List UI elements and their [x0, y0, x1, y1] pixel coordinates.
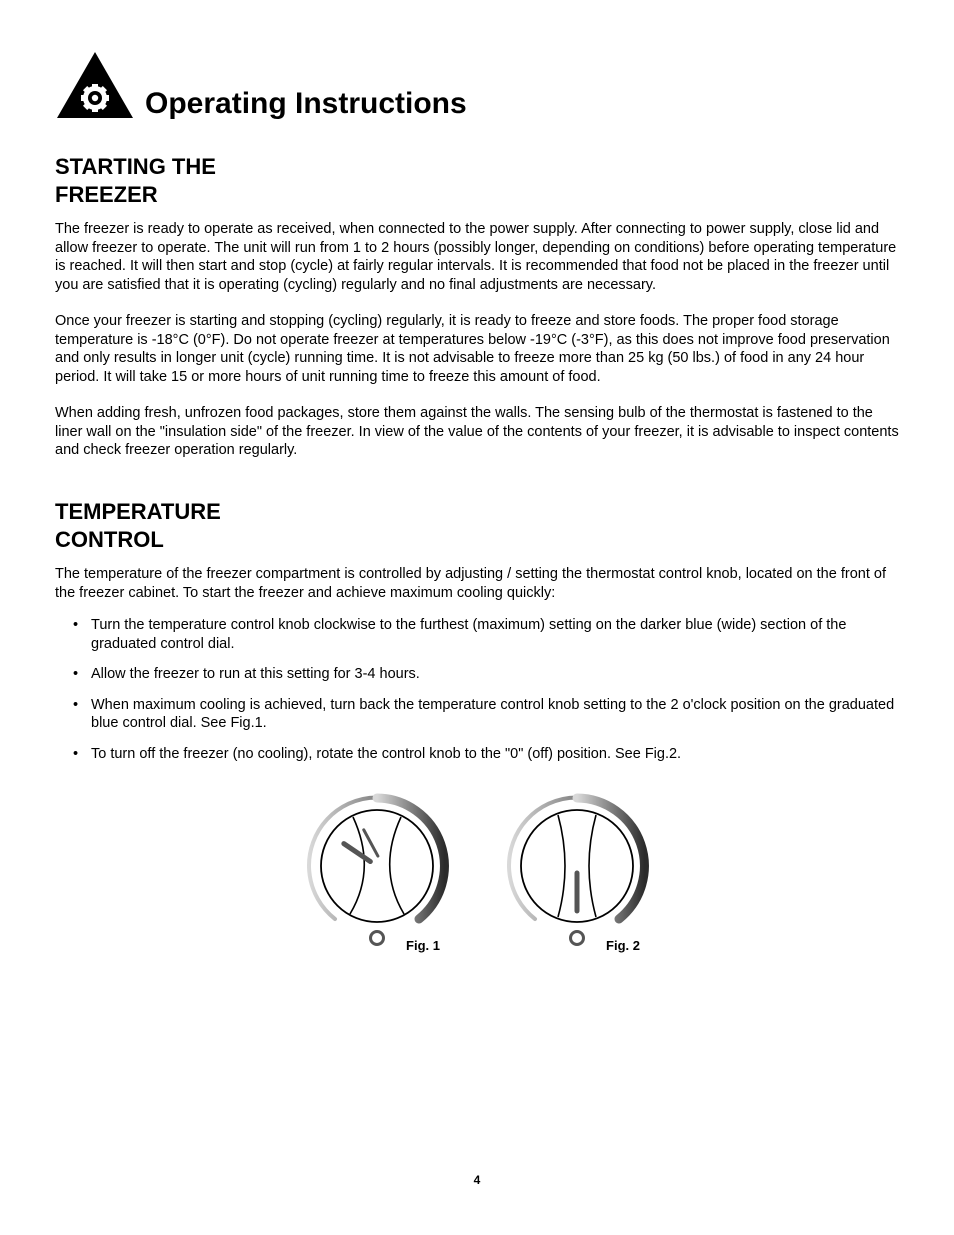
- paragraph: When adding fresh, unfrozen food package…: [55, 404, 899, 460]
- figure-1: Fig. 1: [292, 791, 462, 971]
- list-item: Allow the freezer to run at this setting…: [73, 665, 899, 684]
- section-title-temperature: TEMPERATURE CONTROL: [55, 498, 315, 553]
- figures-row: Fig. 1 Fig. 2: [55, 791, 899, 971]
- paragraph: The temperature of the freezer compartme…: [55, 565, 899, 602]
- paragraph: The freezer is ready to operate as recei…: [55, 220, 899, 294]
- page-title: Operating Instructions: [145, 87, 467, 125]
- page-number: 4: [0, 1173, 954, 1187]
- section-title-starting: STARTING THE FREEZER: [55, 153, 315, 208]
- list-item: When maximum cooling is achieved, turn b…: [73, 696, 899, 733]
- list-item: Turn the temperature control knob clockw…: [73, 616, 899, 653]
- figure-2: Fig. 2: [492, 791, 662, 971]
- bullet-list: Turn the temperature control knob clockw…: [55, 616, 899, 763]
- dial-fig1-icon: [292, 791, 462, 951]
- figure-1-label: Fig. 1: [338, 938, 508, 953]
- page-header: Operating Instructions: [55, 50, 899, 125]
- dial-fig2-icon: [492, 791, 662, 951]
- warning-gear-icon: [55, 50, 135, 125]
- list-item: To turn off the freezer (no cooling), ro…: [73, 745, 899, 764]
- figure-2-label: Fig. 2: [538, 938, 708, 953]
- paragraph: Once your freezer is starting and stoppi…: [55, 312, 899, 386]
